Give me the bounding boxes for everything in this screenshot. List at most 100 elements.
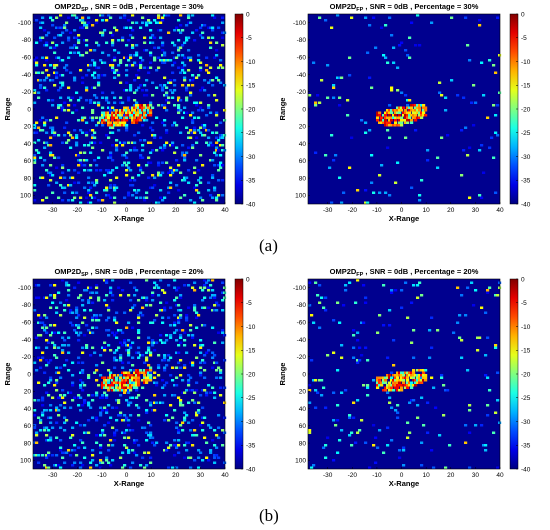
heatmap-cell: [147, 349, 151, 352]
heatmap-cell: [424, 114, 428, 117]
heatmap-cell: [145, 196, 149, 199]
heatmap-cell: [414, 129, 418, 132]
heatmap-cell: [63, 416, 67, 419]
heatmap-cell: [121, 36, 125, 39]
heatmap-cell: [57, 104, 61, 107]
heatmap-cell: [133, 111, 137, 114]
heatmap-cell: [412, 379, 416, 382]
heatmap-cell: [113, 201, 117, 204]
heatmap-cell: [95, 369, 99, 372]
heatmap-cell: [85, 344, 89, 347]
heatmap-cell: [139, 61, 143, 64]
heatmap-cell: [87, 419, 91, 422]
heatmap-cell: [320, 379, 324, 382]
heatmap-cell: [77, 339, 81, 342]
heatmap-cell: [49, 306, 53, 309]
heatmap-cell: [53, 384, 57, 387]
heatmap-cell: [109, 184, 113, 187]
heatmap-cell: [221, 444, 225, 447]
heatmap-cell: [356, 339, 360, 342]
heatmap-cell: [406, 371, 410, 374]
heatmap-cell: [91, 449, 95, 452]
heatmap-cell: [396, 384, 400, 387]
heatmap-cell: [121, 466, 125, 469]
heatmap-cell: [151, 299, 155, 302]
heatmap-cell: [179, 99, 183, 102]
heatmap-cell: [400, 386, 404, 389]
heatmap-cell: [219, 144, 223, 147]
heatmap-cell: [35, 434, 39, 437]
heatmap-cell: [195, 136, 199, 139]
heatmap-cell: [418, 109, 422, 112]
heatmap-cell: [402, 449, 406, 452]
heatmap-cell: [47, 74, 51, 77]
heatmap-cell: [133, 116, 137, 119]
heatmap-cell: [111, 114, 115, 117]
heatmap-cell: [151, 341, 155, 344]
heatmap-cell: [141, 144, 145, 147]
heatmap-cell: [173, 321, 177, 324]
heatmap-cell: [378, 191, 382, 194]
heatmap-cell: [137, 164, 141, 167]
heatmap-cell: [143, 361, 147, 364]
heatmap-cell: [77, 164, 81, 167]
y-tick-label: 60: [24, 158, 32, 165]
heatmap-cell: [161, 341, 165, 344]
heatmap-cell: [159, 309, 163, 312]
heatmap-cell: [398, 379, 402, 382]
heatmap-cell: [45, 76, 49, 79]
heatmap-cell: [103, 189, 107, 192]
heatmap-cell: [175, 366, 179, 369]
heatmap-cell: [181, 84, 185, 87]
x-tick-label: -10: [97, 207, 107, 214]
heatmap-cell: [139, 116, 143, 119]
heatmap-cell: [125, 124, 129, 127]
heatmap-cell: [474, 289, 478, 292]
heatmap-cell: [133, 91, 137, 94]
heatmap-cell: [109, 154, 113, 157]
heatmap-cell: [468, 404, 472, 407]
heatmap-cell: [35, 441, 39, 444]
heatmap-cell: [117, 329, 121, 332]
heatmap-cell: [63, 66, 67, 69]
heatmap-cell: [107, 306, 111, 309]
heatmap-cell: [161, 386, 165, 389]
heatmap-cell: [406, 436, 410, 439]
heatmap-cell: [129, 184, 133, 187]
heatmap-cell: [129, 299, 133, 302]
heatmap-cell: [127, 384, 131, 387]
heatmap-cell: [175, 296, 179, 299]
heatmap-cell: [119, 329, 123, 332]
heatmap-cell: [73, 181, 77, 184]
heatmap-cell: [35, 296, 39, 299]
heatmap-cell: [338, 96, 342, 99]
colorbar-tick-label: -25: [246, 395, 256, 402]
heatmap-cell: [223, 286, 227, 289]
heatmap-cell: [177, 189, 181, 192]
heatmap-cell: [384, 376, 388, 379]
heatmap-cell: [157, 174, 161, 177]
heatmap-cell: [165, 301, 169, 304]
heatmap-cell: [209, 426, 213, 429]
heatmap-cell: [67, 96, 71, 99]
heatmap-cell: [69, 309, 73, 312]
heatmap-cell: [223, 416, 227, 419]
heatmap-cell: [464, 314, 468, 317]
heatmap-cell: [398, 114, 402, 117]
heatmap-cell: [49, 439, 53, 442]
y-tick-label: -100: [293, 20, 306, 27]
heatmap-cell: [139, 311, 143, 314]
colorbar-tick-label: -30: [521, 419, 531, 426]
heatmap-cell: [380, 119, 384, 122]
heatmap-cell: [404, 136, 408, 139]
heatmap-cell: [119, 354, 123, 357]
heatmap-cell: [51, 154, 55, 157]
heatmap-cell: [400, 91, 404, 94]
heatmap-cell: [89, 101, 93, 104]
heatmap-cell: [131, 116, 135, 119]
colorbar-tick-label: -15: [246, 83, 256, 90]
heatmap-cell: [157, 14, 161, 17]
heatmap-cell: [217, 179, 221, 182]
heatmap-cell: [97, 296, 101, 299]
x-tick-label: 20: [172, 207, 180, 214]
